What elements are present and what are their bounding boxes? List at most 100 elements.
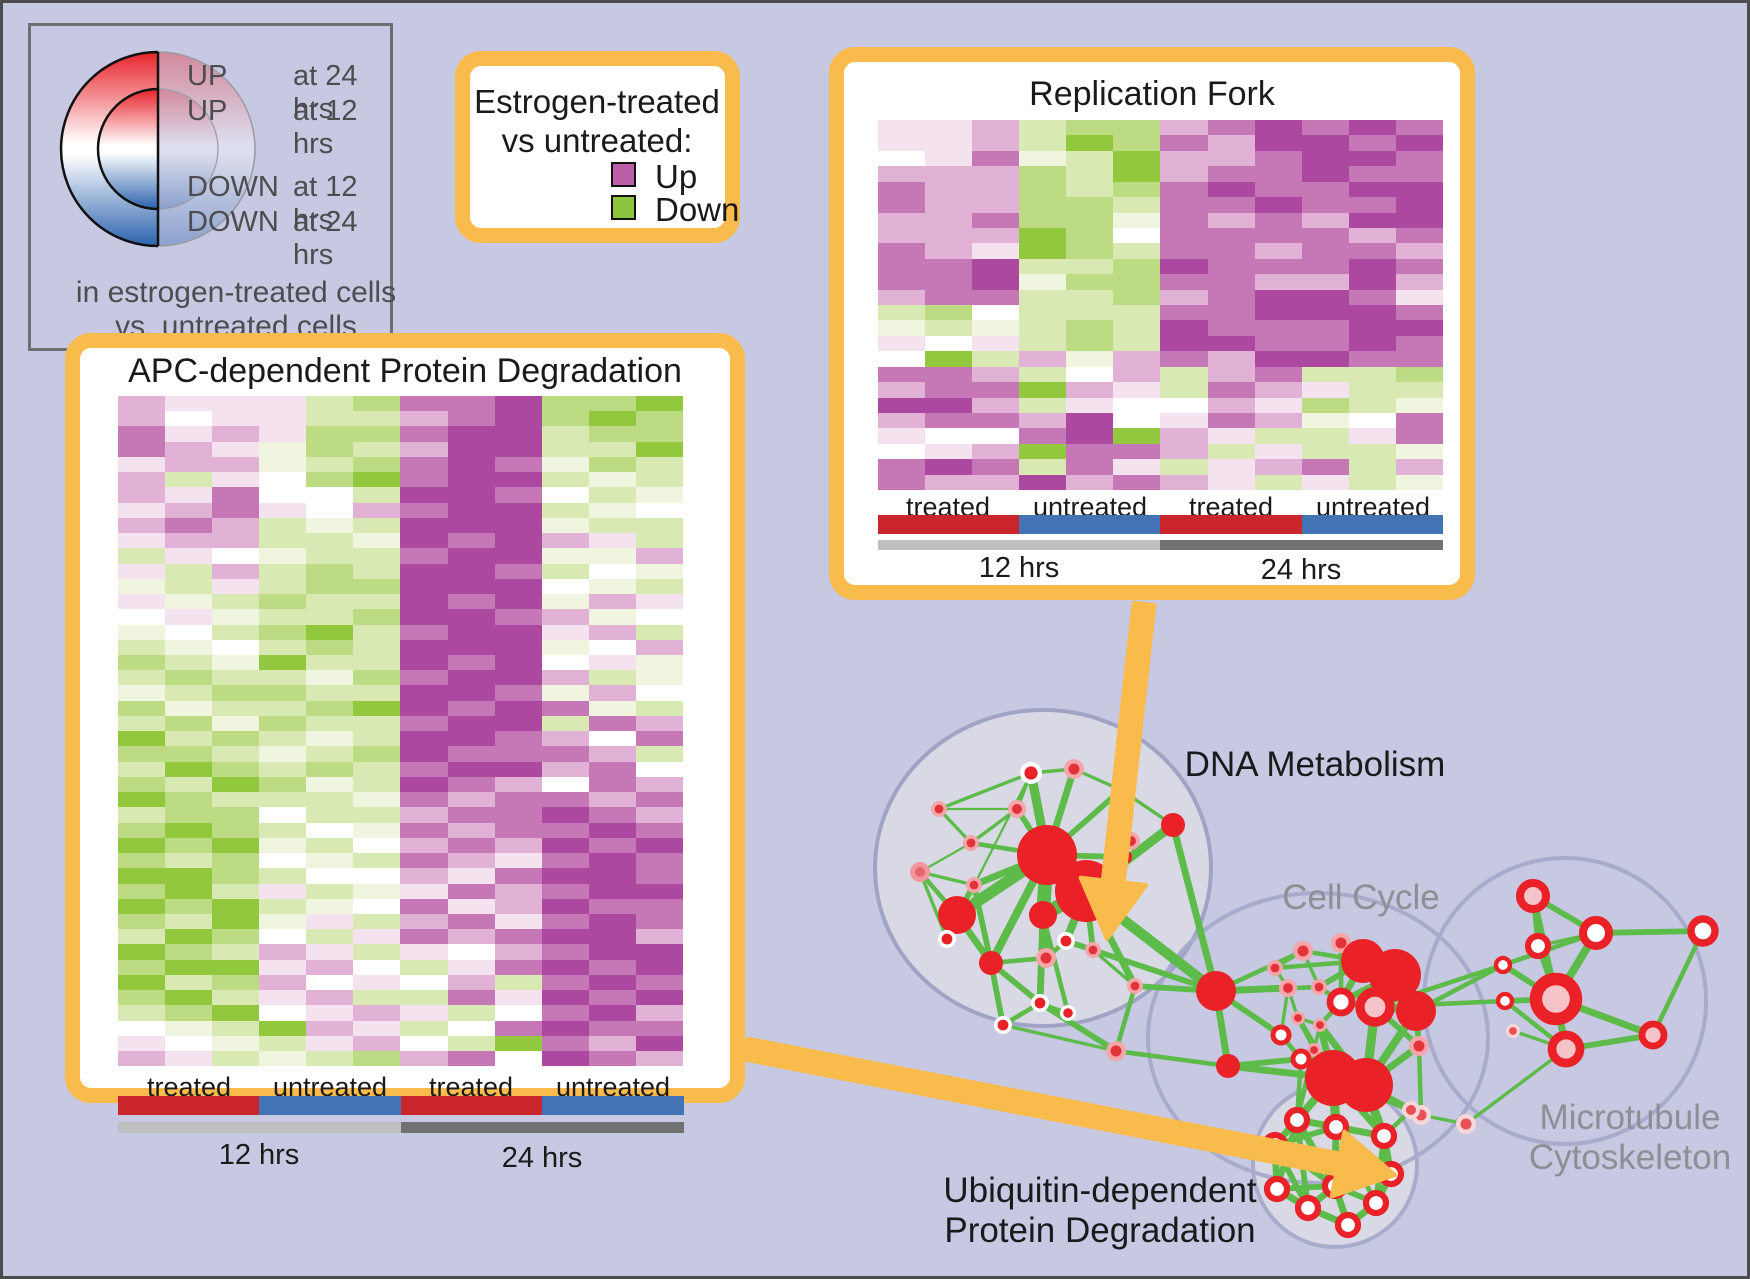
network-edge — [1213, 984, 1322, 994]
network-edge — [1316, 958, 1366, 990]
heatmap-cell — [878, 382, 926, 398]
heatmap-cell — [1395, 181, 1443, 198]
heatmap-cell — [494, 594, 542, 610]
gene-node-u6 — [1321, 1172, 1349, 1200]
heatmap-cell — [259, 883, 307, 899]
heatmap-cell — [118, 822, 166, 838]
gene-node-c8 — [1355, 987, 1395, 1027]
heatmap-cell — [972, 474, 1020, 491]
heatmap-cell — [353, 654, 401, 671]
heatmap-cell — [400, 792, 448, 808]
heatmap-cell — [972, 181, 1020, 198]
heatmap-cell — [635, 944, 683, 960]
heatmap-cell — [588, 700, 636, 716]
network-edge — [1083, 838, 1134, 894]
heatmap-cell — [447, 1005, 495, 1021]
heatmap-cell — [400, 913, 448, 930]
gene-node-c10 — [1316, 1021, 1324, 1029]
heatmap-cell — [353, 578, 401, 595]
heatmap-cell — [541, 761, 589, 777]
heatmap-cell — [165, 792, 213, 808]
heatmap-cell — [1395, 397, 1443, 414]
heatmap-row — [118, 441, 683, 457]
heatmap-cell — [1395, 120, 1443, 136]
network-edge — [1029, 767, 1076, 775]
heatmap-row — [118, 563, 683, 579]
heatmap-cell — [635, 974, 683, 991]
heatmap-cell — [165, 974, 213, 991]
heatmap-cell — [165, 883, 213, 899]
heatmap-cell — [878, 289, 926, 306]
gene-node-halo-d20 — [994, 1016, 1012, 1034]
heatmap-cell — [212, 563, 260, 579]
network-edge — [1297, 1055, 1337, 1082]
heatmap-cell — [635, 517, 683, 534]
heatmap-row — [118, 639, 683, 655]
heatmap-cell — [1348, 335, 1396, 352]
gene-node-c1 — [1335, 937, 1347, 949]
heatmap-cell — [1066, 335, 1114, 352]
network-edge — [1062, 887, 1090, 945]
heatmap-row — [118, 1035, 683, 1052]
network-edge — [1072, 767, 1123, 792]
heatmap-cell — [118, 639, 166, 655]
gene-node-c15 — [1339, 1058, 1393, 1112]
network-edge — [1337, 957, 1367, 1006]
heatmap-cell — [588, 898, 636, 914]
network-edge — [918, 870, 949, 941]
heatmap-cell — [1254, 443, 1302, 460]
heatmap-cell — [400, 746, 448, 762]
network-edge — [1083, 854, 1128, 894]
cluster-ellipse-ubiquitin-degradation — [1251, 1081, 1419, 1249]
heatmap-cell — [494, 898, 542, 914]
heatmap-cell — [447, 654, 495, 671]
network-edge — [1063, 938, 1219, 994]
heatmap-cell — [878, 459, 926, 475]
heatmap-cell — [1395, 474, 1443, 491]
heatmap-cell — [165, 761, 213, 777]
heatmap-cell — [925, 351, 973, 367]
heatmap-cell — [1301, 305, 1349, 321]
heatmap-cell — [259, 411, 307, 427]
heatmap-cell — [1348, 150, 1396, 167]
heatmap-cell — [259, 974, 307, 991]
network-edge — [1301, 949, 1321, 989]
heatmap-cell — [588, 654, 636, 671]
heatmap-cell — [400, 533, 448, 549]
heatmap-cell — [541, 578, 589, 595]
heatmap-cell — [1348, 135, 1396, 151]
network-edge — [1081, 820, 1178, 896]
network-edge — [968, 840, 1050, 858]
network-edge — [1329, 1074, 1388, 1140]
heatmap-cell — [212, 411, 260, 427]
heatmap-cell — [1019, 413, 1067, 429]
heatmap-cell — [1207, 459, 1255, 475]
heatmap-cell — [400, 517, 448, 534]
heatmap-cell — [1160, 120, 1208, 136]
gene-node-u9 — [1334, 1211, 1362, 1239]
gene-node-halo-d7 — [931, 801, 947, 817]
network-edge — [1338, 940, 1398, 978]
heatmap-cell — [494, 913, 542, 930]
heatmap-cell — [635, 731, 683, 747]
heatmap-cell — [878, 305, 926, 321]
heatmap-cell — [1160, 335, 1208, 352]
heatmap-cell — [925, 474, 973, 491]
gene-node-c12 — [1310, 1046, 1318, 1054]
heatmap-cell — [212, 396, 260, 412]
heatmap-cell — [400, 1051, 448, 1067]
heatmap-cell — [165, 594, 213, 610]
heatmap-cell — [494, 654, 542, 671]
heatmap-cell — [588, 670, 636, 686]
heatmap-cell — [259, 792, 307, 808]
heatmap-cell — [447, 517, 495, 534]
heatmap-row — [118, 1020, 683, 1036]
heatmap-cell — [259, 837, 307, 854]
heatmap-cell — [212, 548, 260, 564]
network-edge — [1293, 1116, 1340, 1131]
heatmap-cell — [588, 990, 636, 1006]
heatmap-cell — [1254, 289, 1302, 306]
heatmap-cell — [1207, 351, 1255, 367]
network-edge — [1113, 983, 1138, 1054]
heatmap-cell — [635, 715, 683, 732]
